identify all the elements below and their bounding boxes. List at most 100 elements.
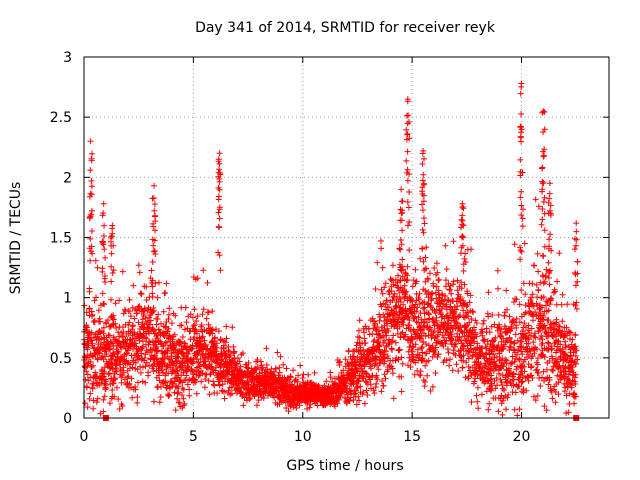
data-point [111, 351, 117, 358]
data-point [120, 364, 127, 371]
data-point [569, 336, 576, 343]
data-point [409, 356, 416, 363]
data-point [193, 390, 200, 397]
data-point [378, 324, 385, 331]
data-point [361, 329, 368, 336]
data-point [111, 376, 118, 383]
data-point [398, 267, 405, 274]
data-point [480, 317, 487, 324]
data-point [421, 180, 428, 187]
data-point [460, 352, 467, 359]
data-point [540, 368, 547, 375]
data-point [471, 378, 478, 385]
data-point [149, 277, 156, 284]
data-point [145, 369, 152, 376]
data-point [468, 246, 474, 253]
data-point [398, 241, 405, 248]
data-point [101, 370, 108, 376]
data-point [355, 393, 362, 400]
data-point [83, 383, 90, 390]
data-point [372, 320, 379, 327]
data-point [110, 267, 117, 274]
data-point [572, 374, 578, 381]
data-point [169, 336, 176, 343]
data-point [533, 281, 540, 288]
data-point [139, 364, 146, 371]
data-point [460, 307, 467, 314]
data-point [88, 228, 95, 234]
data-point [243, 397, 250, 404]
y-tick-label: 3 [63, 50, 72, 66]
data-point [549, 395, 556, 402]
data-point [370, 387, 377, 394]
data-point [151, 182, 157, 189]
data-point [155, 311, 162, 318]
data-point [109, 315, 116, 322]
data-point [105, 371, 112, 378]
data-point [400, 301, 407, 308]
data-point [87, 358, 94, 365]
data-point [376, 328, 383, 334]
data-point [538, 221, 545, 228]
data-point [209, 308, 216, 315]
data-point [529, 291, 536, 298]
data-point [375, 342, 382, 349]
data-point [158, 367, 165, 373]
data-point [87, 213, 94, 220]
data-point [87, 390, 94, 397]
data-point [176, 399, 183, 406]
data-point [227, 352, 234, 358]
data-point [564, 384, 571, 391]
data-point [520, 206, 526, 213]
data-point [485, 313, 492, 320]
data-point [352, 387, 359, 394]
data-point [382, 280, 389, 287]
data-point [399, 227, 406, 234]
data-point [334, 400, 341, 407]
data-point [473, 320, 480, 326]
data-point [494, 354, 500, 360]
data-point [340, 367, 347, 374]
data-point [307, 401, 314, 408]
data-point [88, 364, 95, 370]
data-point [150, 220, 156, 227]
data-point [165, 393, 172, 399]
data-point [406, 219, 413, 225]
data-point [122, 340, 129, 347]
data-point [390, 332, 397, 339]
data-point [556, 250, 563, 257]
data-point [540, 294, 547, 300]
data-point [305, 371, 312, 378]
data-point [171, 331, 178, 338]
data-point [199, 333, 206, 340]
data-point [107, 400, 113, 407]
data-point [377, 360, 384, 366]
x-tick-label: 10 [294, 429, 312, 445]
data-point [129, 364, 136, 371]
data-point [555, 338, 562, 345]
data-point [163, 280, 170, 287]
data-point [561, 374, 568, 381]
data-point [447, 356, 454, 363]
data-point [126, 296, 133, 303]
data-point [203, 346, 210, 353]
data-point [164, 328, 171, 335]
data-point [101, 246, 108, 253]
data-point [488, 387, 495, 394]
data-point [381, 371, 388, 378]
data-point [364, 392, 371, 398]
data-point [430, 316, 437, 323]
data-point [299, 375, 306, 381]
data-point [573, 347, 580, 354]
data-point [408, 336, 415, 343]
data-point [417, 368, 424, 375]
data-point [541, 109, 548, 115]
data-point [433, 317, 440, 324]
data-point [109, 222, 116, 229]
data-point [194, 313, 201, 320]
data-point [512, 331, 519, 338]
data-point [254, 364, 261, 370]
data-point [342, 356, 349, 363]
data-point [390, 281, 397, 288]
data-point [517, 156, 524, 163]
